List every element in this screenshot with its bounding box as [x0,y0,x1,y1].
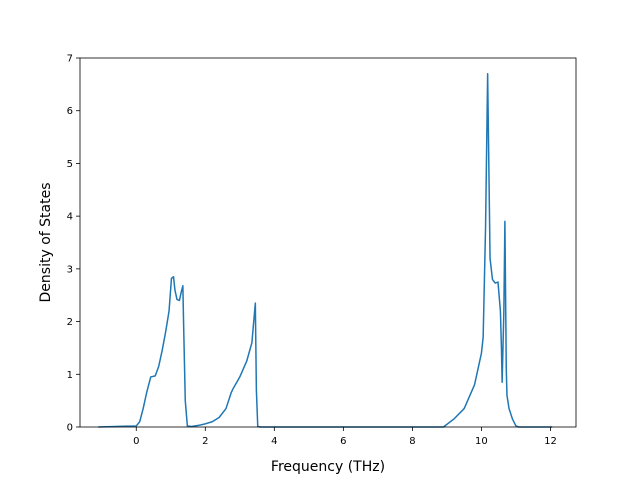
y-axis-ticks: 0 1 2 3 4 5 6 7 [67,54,80,434]
x-tick-label: 6 [340,436,346,447]
x-axis-ticks: 0 2 4 6 8 10 12 [133,427,557,447]
y-tick-label: 3 [67,264,73,275]
y-tick-label: 7 [67,54,73,65]
data-marks [98,73,553,428]
plot-area [80,58,576,427]
y-tick-label: 6 [67,106,73,117]
x-tick-label: 10 [475,436,488,447]
x-axis-label: Frequency (THz) [271,459,385,475]
x-tick-label: 12 [544,436,557,447]
plot-frame [79,57,577,428]
y-tick-label: 5 [67,159,73,170]
x-tick-label: 8 [409,436,415,447]
x-tick-label: 0 [133,436,139,447]
y-tick-label: 0 [67,423,73,434]
y-axis-label: Density of States [38,183,54,303]
x-tick-label: 4 [271,436,277,447]
y-tick-label: 1 [67,370,73,381]
y-tick-label: 4 [67,212,73,223]
dos-series-line-0 [98,73,553,428]
x-tick-label: 2 [202,436,208,447]
y-tick-label: 2 [67,317,73,328]
